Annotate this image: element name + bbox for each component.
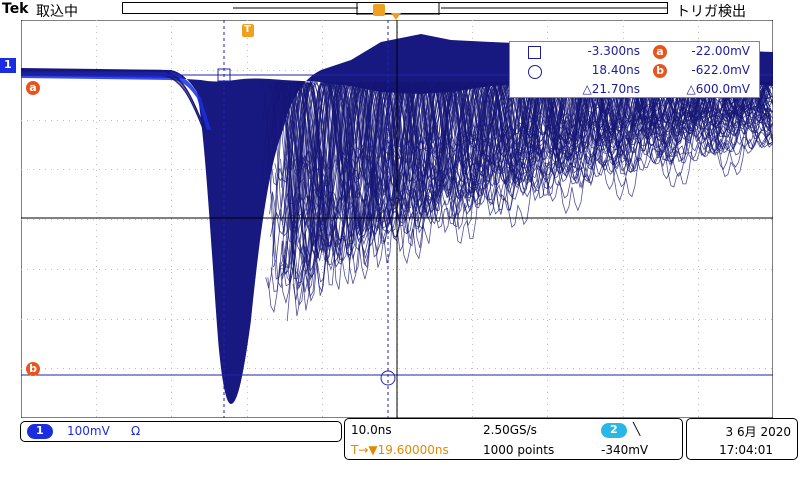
record-length: 1000 points bbox=[483, 443, 555, 457]
time-per-div: 10.0ns bbox=[351, 423, 392, 437]
circle-cursor-icon bbox=[528, 65, 542, 79]
sample-rate: 2.50GS/s bbox=[483, 423, 537, 437]
cursor-readout-panel: -3.300ns a -22.00mV 18.40ns b -622.0mV △… bbox=[509, 41, 760, 98]
impedance: Ω bbox=[131, 424, 141, 438]
cursor-a-icon: a bbox=[653, 45, 667, 59]
date: 3 6月 2020 bbox=[725, 425, 791, 439]
channel-2-badge: 2 bbox=[601, 423, 627, 438]
trigger-arrow-icon bbox=[391, 13, 401, 20]
cursor-b-marker[interactable]: b bbox=[26, 362, 40, 376]
record-view-graphic bbox=[233, 3, 667, 15]
channel-2-badge-label: 2 bbox=[610, 423, 618, 436]
cursor-a-volt: -22.00mV bbox=[691, 44, 750, 58]
trigger-position-marker[interactable]: T bbox=[242, 24, 254, 37]
delta-time: △21.70ns bbox=[582, 82, 640, 96]
channel-1-marker[interactable]: 1 bbox=[0, 58, 16, 73]
square-cursor-icon bbox=[528, 46, 541, 59]
delta-volt: △600.0mV bbox=[686, 82, 750, 96]
trigger-position-readout: T→▼19.60000ns bbox=[351, 443, 449, 457]
channel-1-badge-label: 1 bbox=[36, 424, 44, 437]
brand-logo: Tek bbox=[2, 1, 29, 17]
date-time-panel[interactable]: 3 6月 2020 17:04:01 bbox=[686, 418, 798, 460]
cursor-circle-marker bbox=[380, 370, 396, 386]
channel-1-settings-panel[interactable]: 1 100mV Ω bbox=[20, 421, 342, 442]
trigger-level: -340mV bbox=[601, 443, 649, 457]
cursor-b-icon: b bbox=[653, 64, 667, 78]
pre-pulse-trace bbox=[21, 70, 204, 125]
channel-1-marker-label: 1 bbox=[4, 58, 12, 71]
trigger-position-label: T bbox=[244, 24, 251, 35]
volts-per-div: 100mV bbox=[67, 424, 110, 438]
ringing-trace bbox=[286, 81, 773, 284]
cursor-b-marker-label: b bbox=[29, 362, 37, 375]
ringing-trace bbox=[283, 81, 773, 307]
cursor1-time: -3.300ns bbox=[587, 44, 640, 58]
cursor-a-marker[interactable]: a bbox=[26, 81, 40, 95]
cursor-a-marker-label: a bbox=[29, 81, 37, 94]
trigger-status: トリガ検出 bbox=[676, 4, 746, 20]
cursor2-time: 18.40ns bbox=[591, 63, 640, 77]
cursor-b-icon-label: b bbox=[656, 64, 664, 77]
cursor-a-icon-label: a bbox=[656, 45, 664, 58]
pre-pulse-trace bbox=[21, 73, 204, 129]
channel-1-badge: 1 bbox=[27, 424, 53, 439]
record-trigger-marker bbox=[373, 4, 385, 16]
time: 17:04:01 bbox=[719, 443, 773, 457]
trigger-slope-icon: ╲ bbox=[633, 422, 641, 436]
channel-1-baseline-band bbox=[21, 70, 211, 130]
cursor-b-volt: -622.0mV bbox=[691, 63, 750, 77]
cursor-square-marker bbox=[217, 68, 231, 82]
timebase-trigger-panel[interactable]: 10.0ns 2.50GS/s 2 ╲ T→▼19.60000ns 1000 p… bbox=[344, 418, 683, 460]
ringing-trace bbox=[278, 80, 772, 230]
acquisition-status: 取込中 bbox=[36, 4, 78, 20]
